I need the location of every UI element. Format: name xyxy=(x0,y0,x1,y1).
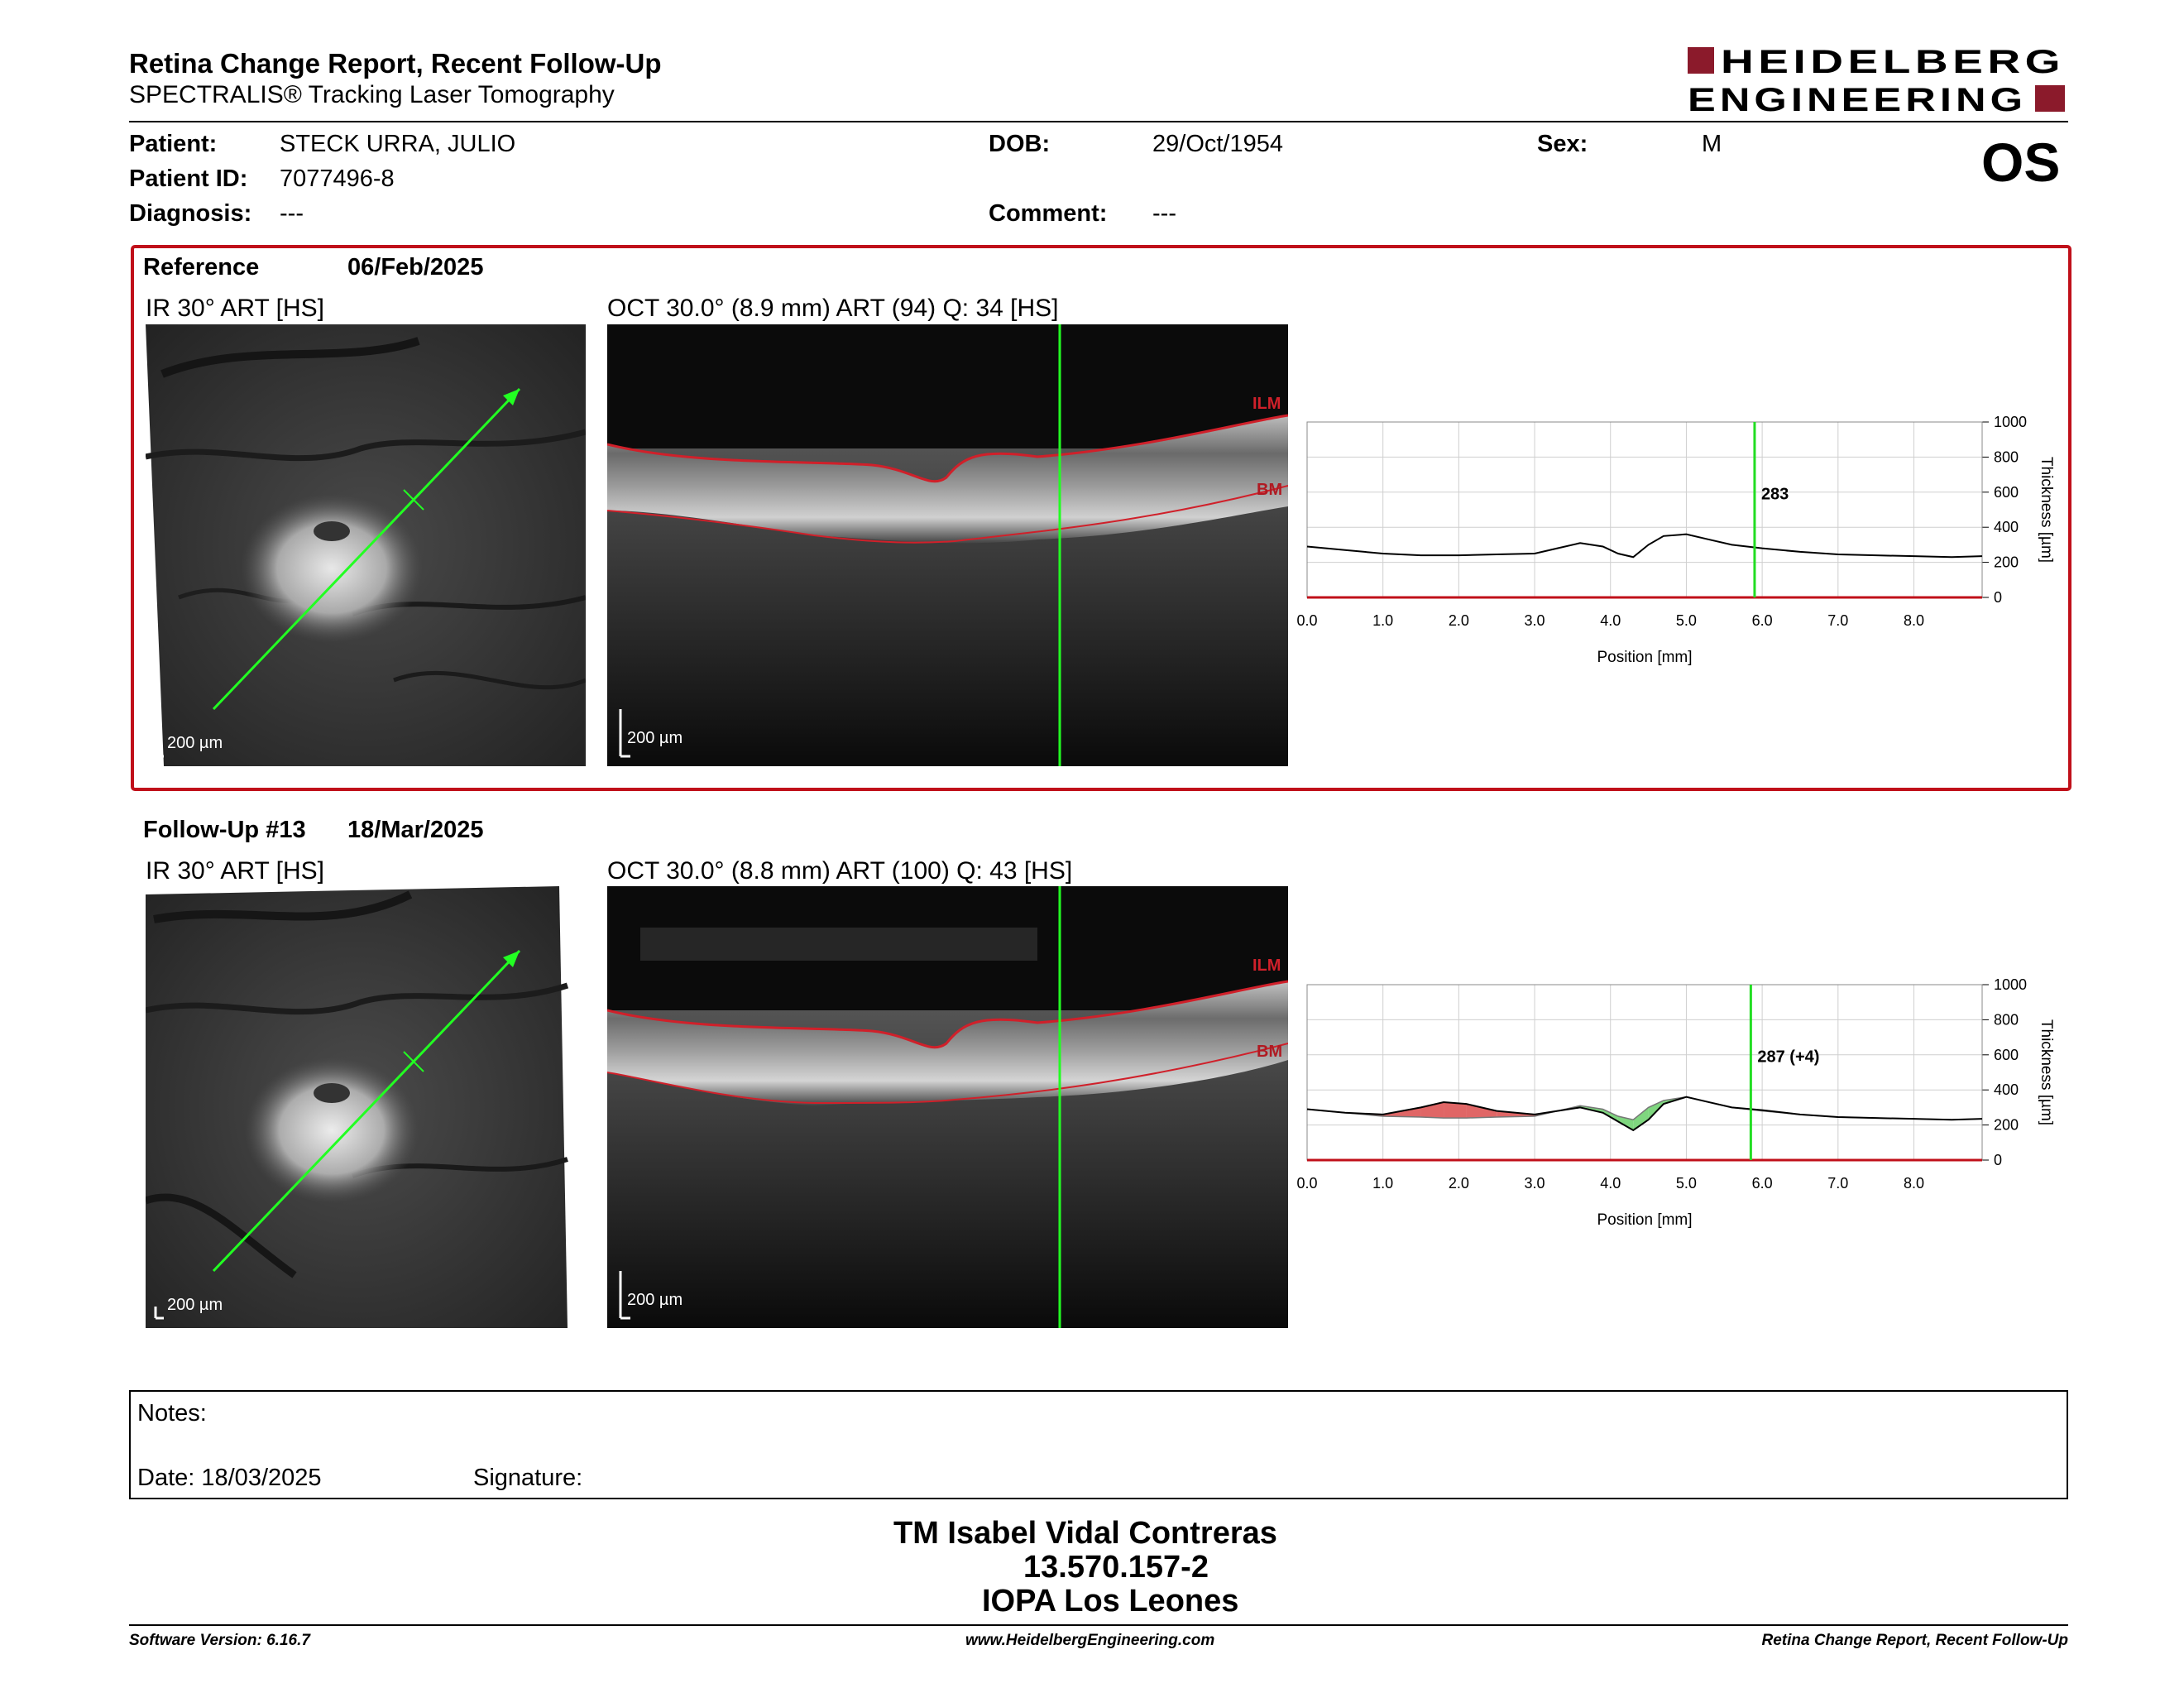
comment-label: Comment: xyxy=(989,200,1108,227)
patient-id-label: Patient ID: xyxy=(129,165,248,192)
reference-chart-x-tick-label: 8.0 xyxy=(1904,612,1924,629)
reference-frame xyxy=(131,245,2071,791)
reference-oct-label: OCT 30.0° (8.9 mm) ART (94) Q: 34 [HS] xyxy=(607,295,1059,322)
notes-box[interactable]: Notes: Date: 18/03/2025 Signature: xyxy=(129,1390,2068,1499)
signatory-place: IOPA Los Leones xyxy=(982,1584,1239,1618)
reference-chart-y-tick-label: 1000 xyxy=(1994,414,2027,430)
sex-value: M xyxy=(1702,131,1722,157)
followup-chart-change-area xyxy=(1466,1104,1497,1119)
signatory-rut: 13.570.157-2 xyxy=(1023,1550,1209,1585)
followup-chart-x-tick-label: 2.0 xyxy=(1449,1175,1469,1192)
footer-report-name: Retina Change Report, Recent Follow-Up xyxy=(1761,1632,2068,1649)
sex-label: Sex: xyxy=(1537,131,1588,157)
reference-oct-scalebar: 200 µm xyxy=(627,729,682,747)
followup-chart-y-tick-label: 800 xyxy=(1994,1011,2019,1028)
reference-chart-x-axis-label: Position [mm] xyxy=(1597,649,1692,666)
reference-chart-x-tick-label: 5.0 xyxy=(1676,612,1697,629)
followup-date: 18/Mar/2025 xyxy=(347,817,484,843)
dob-label: DOB: xyxy=(989,131,1051,157)
svg-text:ENGINEERING: ENGINEERING xyxy=(1688,82,2027,117)
followup-chart-y-tick-label: 0 xyxy=(1994,1152,2002,1168)
followup-oct-image: ILM BM 200 µm xyxy=(607,886,1288,1328)
followup-chart-change-area xyxy=(1444,1102,1467,1119)
reference-chart-x-tick-label: 7.0 xyxy=(1827,612,1848,629)
reference-bm-label: BM xyxy=(1257,481,1282,499)
patient-id: 7077496-8 xyxy=(280,165,395,192)
header-divider xyxy=(129,121,2068,122)
followup-chart-x-tick-label: 4.0 xyxy=(1600,1175,1621,1192)
followup-title: Follow-Up #13 xyxy=(143,817,306,843)
followup-chart-x-tick-label: 5.0 xyxy=(1676,1175,1697,1192)
followup-oct-label: OCT 30.0° (8.8 mm) ART (100) Q: 43 [HS] xyxy=(607,857,1073,885)
notes-date: Date: 18/03/2025 xyxy=(137,1465,322,1491)
heidelberg-logo: HEIDELBERG ENGINEERING xyxy=(1688,46,2065,117)
followup-thickness-chart: 0.0 1.0 2.0 3.0 4.0 5.0 6.0 7.0 8.0 0 200 400 600 800… xyxy=(1296,976,2055,1229)
svg-text:HEIDELBERG: HEIDELBERG xyxy=(1721,46,2065,80)
reference-chart-x-tick-label: 1.0 xyxy=(1372,612,1393,629)
reference-chart-x-tick-label: 0.0 xyxy=(1296,612,1317,629)
reference-title: Reference xyxy=(143,254,260,281)
followup-chart-y-tick-label: 600 xyxy=(1994,1047,2019,1063)
notes-label: Notes: xyxy=(137,1400,207,1427)
followup-bm-label: BM xyxy=(1257,1043,1282,1061)
reference-chart-marker-value: 283 xyxy=(1761,485,1789,503)
reference-chart-y-tick-label: 0 xyxy=(1994,589,2002,606)
diagnosis-value: --- xyxy=(280,200,304,227)
reference-date: 06/Feb/2025 xyxy=(347,254,484,281)
followup-chart-x-tick-label: 3.0 xyxy=(1525,1175,1545,1192)
eye-indicator: OS xyxy=(1981,132,2061,193)
followup-chart-y-tick-label: 200 xyxy=(1994,1117,2019,1134)
followup-chart-x-tick-label: 0.0 xyxy=(1296,1175,1317,1192)
followup-chart-x-tick-label: 8.0 xyxy=(1904,1175,1924,1192)
followup-ir-label: IR 30° ART [HS] xyxy=(146,857,324,885)
followup-chart-marker-value: 287 (+4) xyxy=(1757,1048,1819,1066)
followup-chart-y-tick-label: 1000 xyxy=(1994,976,2027,993)
reference-chart-y-axis-label: Thickness [µm] xyxy=(2038,457,2055,563)
followup-chart-change-area xyxy=(1617,1116,1634,1130)
footer-website: www.HeidelbergEngineering.com xyxy=(965,1632,1215,1649)
reference-oct-image: ILM BM 200 µm xyxy=(607,324,1288,766)
reference-chart-x-tick-label: 3.0 xyxy=(1525,612,1545,629)
followup-chart-y-tick-label: 400 xyxy=(1994,1081,2019,1098)
signature-label: Signature: xyxy=(473,1465,583,1491)
patient-label: Patient: xyxy=(129,131,218,157)
report-title: Retina Change Report, Recent Follow-Up xyxy=(129,48,662,79)
dob-value: 29/Oct/1954 xyxy=(1152,131,1283,157)
followup-chart-x-tick-label: 6.0 xyxy=(1752,1175,1773,1192)
followup-chart-x-axis-label: Position [mm] xyxy=(1597,1211,1692,1229)
footer-software-version: Software Version: 6.16.7 xyxy=(129,1632,310,1649)
reference-thickness-chart: 0.0 1.0 2.0 3.0 4.0 5.0 6.0 7.0 8.0 0 200 400 600 800… xyxy=(1296,414,2055,666)
reference-ir-scalebar: 200 µm xyxy=(167,734,223,752)
footer-divider xyxy=(129,1624,2068,1626)
followup-chart-x-tick-label: 1.0 xyxy=(1372,1175,1393,1192)
diagnosis-label: Diagnosis: xyxy=(129,200,252,227)
reference-chart-y-tick-label: 600 xyxy=(1994,484,2019,501)
followup-ir-scalebar: 200 µm xyxy=(167,1296,223,1314)
reference-chart-plot-frame xyxy=(1306,421,1983,598)
followup-chart-thickness-line xyxy=(1306,1096,1983,1132)
report-subtitle: SPECTRALIS® Tracking Laser Tomography xyxy=(129,81,615,108)
signatory-name: TM Isabel Vidal Contreras xyxy=(893,1516,1277,1551)
reference-chart-x-tick-label: 4.0 xyxy=(1600,612,1621,629)
followup-oct-scalebar: 200 µm xyxy=(627,1291,682,1309)
reference-ir-image: 200 µm xyxy=(146,324,586,766)
followup-chart-plot-frame xyxy=(1306,984,1983,1161)
followup-chart-change-area xyxy=(1633,1107,1649,1130)
reference-chart-thickness-line xyxy=(1306,533,1983,559)
reference-chart-x-tick-label: 6.0 xyxy=(1752,612,1773,629)
followup-ilm-label: ILM xyxy=(1252,957,1281,975)
reference-chart-y-tick-label: 400 xyxy=(1994,519,2019,535)
reference-chart-y-tick-label: 800 xyxy=(1994,448,2019,465)
followup-ir-image: 200 µm xyxy=(146,886,586,1328)
reference-chart-y-tick-label: 200 xyxy=(1994,554,2019,571)
reference-chart-x-tick-label: 2.0 xyxy=(1449,612,1469,629)
reference-ir-label: IR 30° ART [HS] xyxy=(146,295,324,322)
followup-chart-y-axis-label: Thickness [µm] xyxy=(2038,1019,2055,1125)
reference-ilm-label: ILM xyxy=(1252,395,1281,413)
followup-chart-x-tick-label: 7.0 xyxy=(1827,1175,1848,1192)
patient-name: STECK URRA, JULIO xyxy=(280,131,516,157)
comment-value: --- xyxy=(1152,200,1176,227)
